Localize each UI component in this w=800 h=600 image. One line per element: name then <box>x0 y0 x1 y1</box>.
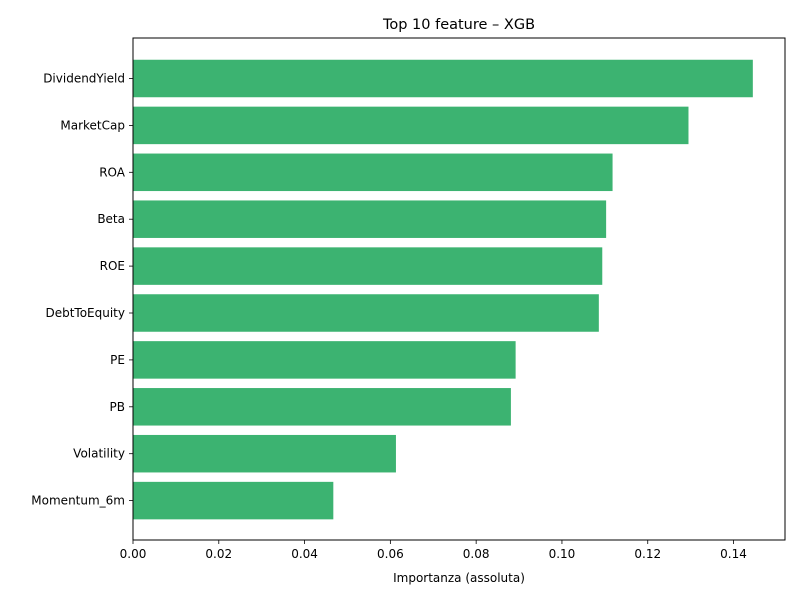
y-tick-label: Volatility <box>73 447 125 461</box>
y-tick-label: DebtToEquity <box>45 306 125 320</box>
y-tick-label: Beta <box>97 212 125 226</box>
x-axis-label: Importanza (assoluta) <box>393 571 525 585</box>
chart-title: Top 10 feature – XGB <box>382 17 535 33</box>
x-axis-ticks: 0.00 0.02 0.04 0.06 0.08 0.10 0.12 0.14 <box>120 540 747 561</box>
bar-pe <box>133 341 516 379</box>
bar-marketcap <box>133 106 689 145</box>
x-tick-label: 0.00 <box>120 547 147 561</box>
x-tick-label: 0.02 <box>205 547 232 561</box>
y-tick-label: ROE <box>100 259 125 273</box>
bar-beta <box>133 200 607 238</box>
bar-roe <box>133 247 603 285</box>
bar-volatility <box>133 434 396 473</box>
x-tick-label: 0.10 <box>549 547 576 561</box>
x-tick-label: 0.08 <box>463 547 490 561</box>
y-tick-label: MarketCap <box>60 118 125 132</box>
y-tick-label: ROA <box>99 165 126 179</box>
bar-pb <box>133 388 511 426</box>
x-tick-label: 0.04 <box>291 547 318 561</box>
x-tick-label: 0.14 <box>720 547 747 561</box>
x-tick-label: 0.12 <box>634 547 661 561</box>
plot-frame <box>132 37 786 541</box>
y-tick-label: Momentum_6m <box>31 494 125 508</box>
bar-roa <box>133 153 613 192</box>
y-tick-label: PB <box>110 400 125 414</box>
bars-group <box>133 59 753 520</box>
bar-dividendyield <box>133 59 753 98</box>
y-tick-label: PE <box>110 353 125 367</box>
y-tick-label: DividendYield <box>43 72 125 86</box>
x-tick-label: 0.06 <box>377 547 404 561</box>
bar-debttoequity <box>133 294 599 332</box>
bar-momentum-6m <box>133 481 334 520</box>
y-axis-ticks: DividendYield MarketCap ROA Beta ROE DebtToEq… <box>31 72 133 508</box>
